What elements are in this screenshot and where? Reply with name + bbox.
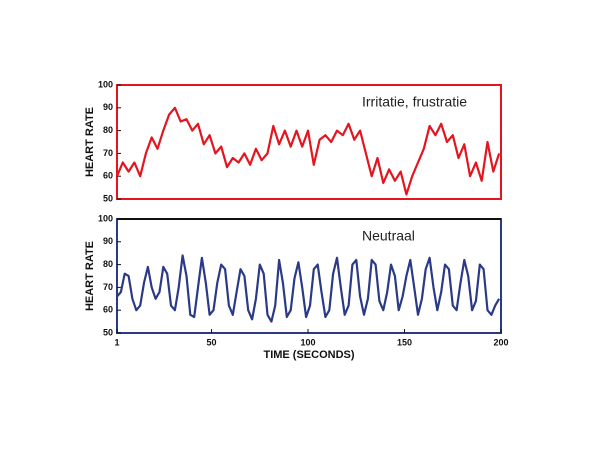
y-tick-label: 50 [103,193,113,203]
x-axis-label: TIME (SECONDS) [263,349,354,361]
line [116,254,501,323]
annotation: Irritatie, frustratie [362,94,467,110]
y-axis-label: HEART RATE [84,107,96,177]
y-axis-label: HEART RATE [84,241,96,311]
y-tick-label: 100 [98,213,113,223]
y-tick-label: 80 [103,125,113,135]
x-tick-label: 150 [397,337,412,347]
x-tick-label: 50 [207,337,217,347]
y-tick-label: 50 [103,327,113,337]
y-tick-label: 90 [103,102,113,112]
y-tick-label: 70 [103,148,113,158]
line [115,106,501,196]
y-tick-label: 60 [103,171,113,181]
x-tick-label: 1 [114,337,119,347]
y-tick-label: 100 [98,79,113,89]
y-tick-label: 70 [103,282,113,292]
plot-frame [116,84,502,200]
y-tick-label: 90 [103,236,113,246]
x-tick-label: 100 [301,337,316,347]
annotation: Neutraal [362,228,415,244]
y-tick-label: 60 [103,305,113,315]
x-tick-label: 200 [493,337,508,347]
y-tick-label: 80 [103,259,113,269]
